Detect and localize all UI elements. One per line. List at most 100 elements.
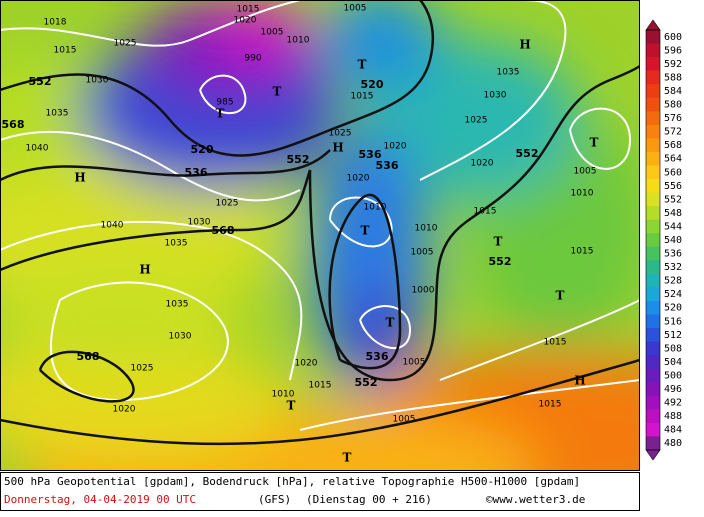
colorbar-swatch <box>646 111 660 126</box>
colorbar-label: 512 <box>664 330 682 341</box>
footer-model: (GFS) <box>258 493 291 506</box>
colorbar-arrow-top <box>645 19 661 31</box>
map-label: 1005 <box>574 167 597 177</box>
map-label: 1035 <box>497 68 520 78</box>
geopotential-lines <box>0 0 640 446</box>
isobars <box>0 0 640 431</box>
colorbar-swatch <box>646 70 660 85</box>
colorbar-label: 536 <box>664 249 682 260</box>
map-label: 1025 <box>329 129 352 139</box>
colorbar-label: 500 <box>664 370 682 381</box>
map-label: H <box>332 141 343 155</box>
map-label: 985 <box>216 98 233 108</box>
map-label: H <box>574 374 585 388</box>
colorbar-swatch <box>646 368 660 383</box>
colorbar-label: 576 <box>664 113 682 124</box>
map-label: 1015 <box>351 92 374 102</box>
colorbar-label: 572 <box>664 127 682 138</box>
colorbar-swatch <box>646 84 660 99</box>
map-label: 552 <box>355 376 378 389</box>
map-label: T <box>273 85 282 99</box>
colorbar-label: 524 <box>664 289 682 300</box>
colorbar-swatch <box>646 409 660 424</box>
colorbar-swatch <box>646 246 660 261</box>
colorbar-swatch <box>646 206 660 221</box>
map-label: 552 <box>489 255 512 268</box>
colorbar-swatch <box>646 382 660 397</box>
colorbar-label: 504 <box>664 357 682 368</box>
colorbar: 600 596 592 588 584 580 576 572 568 564 560 556 552 5… <box>645 19 682 461</box>
map-label: 552 <box>516 147 539 160</box>
map-label: 1015 <box>544 338 567 348</box>
footer-box <box>0 472 640 511</box>
map-label: 1020 <box>113 405 136 415</box>
colorbar-label: 516 <box>664 316 682 327</box>
colorbar-label: 480 <box>664 438 682 449</box>
map-label: H <box>139 263 150 277</box>
colorbar-label: 580 <box>664 100 682 111</box>
map-label: 1000 <box>412 286 435 296</box>
map-label: T <box>216 107 225 121</box>
colorbar-swatch <box>646 192 660 207</box>
colorbar-swatch <box>646 124 660 139</box>
colorbar-swatch <box>646 165 660 180</box>
map-label: 568 <box>2 118 25 131</box>
map-label: 1020 <box>384 142 407 152</box>
footer-date: Donnerstag, 04-04-2019 00 UTC <box>4 493 196 506</box>
map-label: 1015 <box>539 400 562 410</box>
map-label: 568 <box>77 350 100 363</box>
map-label: T <box>556 289 565 303</box>
map-label: 1040 <box>26 144 49 154</box>
colorbar-swatch <box>646 233 660 248</box>
map-label: 1010 <box>287 36 310 46</box>
map-label: 1005 <box>411 248 434 258</box>
footer-run: (Dienstag 00 + 216) <box>306 493 432 506</box>
colorbar-label: 532 <box>664 262 682 273</box>
map-label: 536 <box>359 148 382 161</box>
map-label: 552 <box>29 75 52 88</box>
map-label: H <box>74 171 85 185</box>
map-label: 1010 <box>415 224 438 234</box>
map-label: 552 <box>287 153 310 166</box>
footer-description: 500 hPa Geopotential [gpdam], Bodendruck… <box>4 475 580 488</box>
map-label: 1030 <box>188 218 211 228</box>
map-label: 520 <box>191 143 214 156</box>
map-label: 1025 <box>114 39 137 49</box>
colorbar-label: 508 <box>664 343 682 354</box>
map-label: 1010 <box>364 203 387 213</box>
map-label: 536 <box>185 166 208 179</box>
colorbar-label: 544 <box>664 221 682 232</box>
map-label: 1035 <box>165 239 188 249</box>
map-label: T <box>590 136 599 150</box>
colorbar-label: 596 <box>664 45 682 56</box>
colorbar-swatch <box>646 314 660 329</box>
map-label: H <box>519 38 530 52</box>
map-label: 536 <box>376 159 399 172</box>
colorbar-swatch <box>646 179 660 194</box>
colorbar-label: 600 <box>664 32 682 43</box>
map-label: 568 <box>212 224 235 237</box>
map-label: 1020 <box>234 16 257 26</box>
colorbar-label: 556 <box>664 181 682 192</box>
colorbar-label: 552 <box>664 194 682 205</box>
map-label: 1020 <box>295 359 318 369</box>
map-label: T <box>358 58 367 72</box>
colorbar-swatch <box>646 355 660 370</box>
colorbar-swatch <box>646 151 660 166</box>
map-label: 1030 <box>484 91 507 101</box>
footer-credit: ©www.wetter3.de <box>486 493 585 506</box>
colorbar-label: 520 <box>664 303 682 314</box>
colorbar-swatch <box>646 138 660 153</box>
map-label: 1025 <box>131 364 154 374</box>
map-labels: 101810151025103010351040552568H102010151… <box>2 4 599 465</box>
colorbar-swatch <box>646 395 660 410</box>
map-label: 1010 <box>571 189 594 199</box>
colorbar-label: 484 <box>664 425 682 436</box>
map-frame <box>0 0 640 471</box>
colorbar-swatch <box>646 43 660 58</box>
map-label: T <box>386 316 395 330</box>
map-label: 1015 <box>571 247 594 257</box>
map-label: 1005 <box>403 358 426 368</box>
map-label: 1015 <box>54 46 77 56</box>
